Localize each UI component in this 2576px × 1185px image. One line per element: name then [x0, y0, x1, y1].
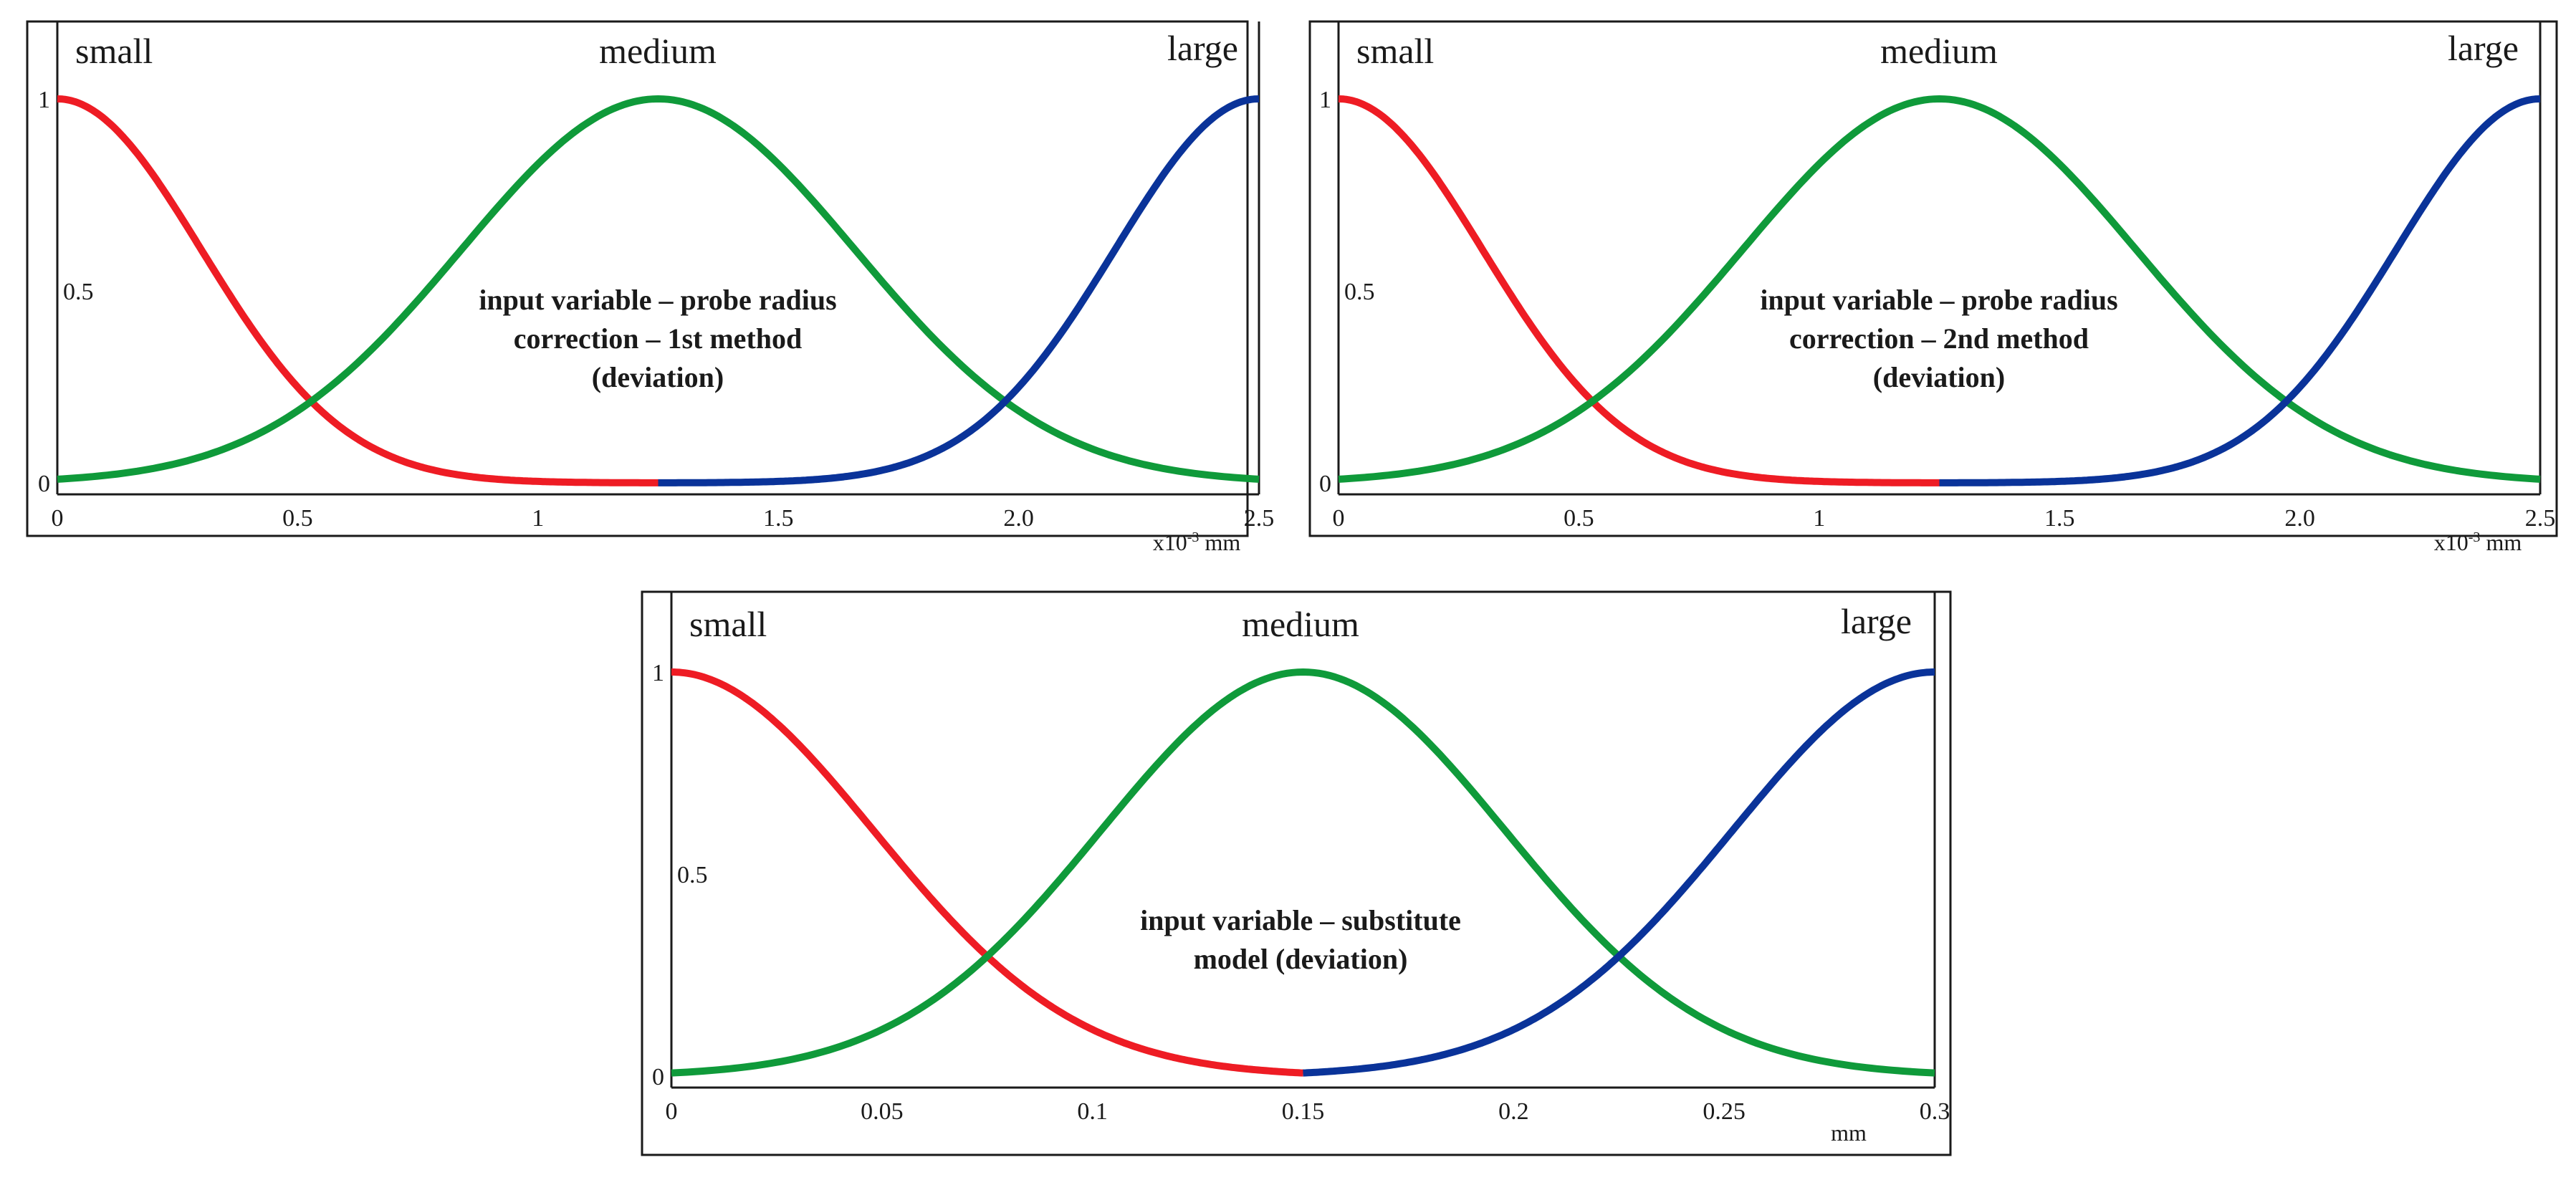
x-tick-label: 0.5: [282, 505, 313, 532]
x-tick-label: 0.1: [1077, 1098, 1108, 1125]
x-axis-unit-label: mm: [1831, 1120, 1867, 1146]
chart-caption-line: input variable – probe radius: [1760, 284, 2117, 316]
x-tick-label: 2.5: [2525, 505, 2556, 532]
series-line-large: [1302, 668, 1936, 1077]
panel-frame: [26, 20, 1249, 537]
x-tick-label: 0: [1333, 505, 1345, 532]
set-label-large: large: [1167, 28, 1238, 68]
series-line-large: [657, 95, 1260, 486]
y-tick-label: 0: [38, 471, 50, 497]
y-tick-label: 0.5: [1344, 279, 1375, 305]
y-tick-label: 1: [38, 87, 50, 113]
series-line-small: [1337, 95, 1940, 486]
y-tick-label: 1: [652, 660, 664, 686]
panel-frame: [641, 590, 1952, 1156]
chart-caption-line: correction – 2nd method: [1789, 322, 2089, 355]
chart-caption-line: model (deviation): [1194, 943, 1408, 975]
x-tick-label: 0.05: [861, 1098, 904, 1125]
set-label-small: small: [689, 604, 767, 644]
panel-frame: [1308, 20, 2558, 537]
set-label-small: small: [1356, 31, 1434, 71]
x-tick-label: 0: [666, 1098, 678, 1125]
y-tick-label: 0.5: [63, 279, 94, 305]
x-axis-unit-label: x10-3 mm: [1153, 529, 1241, 555]
x-tick-label: 0.2: [1498, 1098, 1529, 1125]
x-tick-label: 1.5: [2044, 505, 2075, 532]
x-tick-label: 0.25: [1703, 1098, 1746, 1125]
set-label-medium: medium: [1880, 31, 1998, 71]
chart-caption-line: (deviation): [592, 361, 724, 393]
x-axis-unit-label: x10-3 mm: [2434, 529, 2522, 555]
series-line-small: [670, 668, 1304, 1077]
set-label-medium: medium: [599, 31, 717, 71]
x-tick-label: 1: [1813, 505, 1825, 532]
y-tick-label: 0.5: [677, 862, 708, 888]
x-tick-label: 2.5: [1244, 505, 1275, 532]
x-tick-label: 1.5: [763, 505, 794, 532]
chart-caption-line: input variable – substitute: [1140, 904, 1461, 936]
chart-caption-line: (deviation): [1873, 361, 2005, 393]
chart-panel-3: 0 0.5 1 0 0.05 0.1 0.15 0.2 0.25 0.3 mm small medium…: [641, 590, 1952, 1156]
x-tick-label: 0.3: [1920, 1098, 1950, 1125]
series-line-medium: [57, 95, 1260, 483]
x-tick-label: 0.5: [1564, 505, 1594, 532]
x-tick-label: 0.15: [1282, 1098, 1325, 1125]
series-line-medium: [1338, 95, 2541, 483]
x-tick-label: 0: [52, 505, 64, 532]
set-label-large: large: [1841, 601, 1912, 641]
set-label-medium: medium: [1242, 604, 1359, 644]
set-label-small: small: [75, 31, 153, 71]
series-line-medium: [671, 668, 1935, 1077]
y-tick-label: 0: [652, 1064, 664, 1090]
set-label-large: large: [2448, 28, 2519, 68]
y-tick-label: 0: [1319, 471, 1331, 497]
x-tick-label: 2.0: [2284, 505, 2315, 532]
series-line-small: [56, 95, 659, 486]
series-line-large: [1938, 95, 2542, 486]
chart-caption-line: correction – 1st method: [514, 322, 803, 355]
chart-caption-line: input variable – probe radius: [479, 284, 836, 316]
x-tick-label: 1: [532, 505, 544, 532]
y-tick-label: 1: [1319, 87, 1331, 113]
x-tick-label: 2.0: [1003, 505, 1034, 532]
